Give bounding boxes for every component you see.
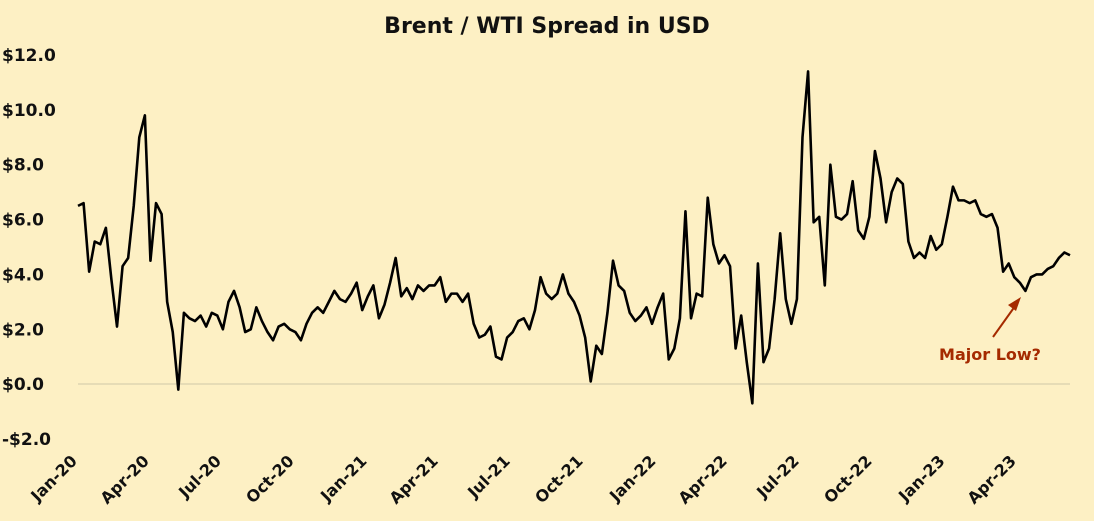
y-tick-label: $8.0 <box>2 156 44 176</box>
x-tick-label: Jul-21 <box>463 451 514 502</box>
x-tick-label: Apr-20 <box>97 451 153 507</box>
y-tick-label: -$2.0 <box>2 430 51 450</box>
x-tick-label: Jan-23 <box>894 451 948 505</box>
x-tick-label: Oct-21 <box>531 451 587 507</box>
chart-title: Brent / WTI Spread in USD <box>384 14 710 39</box>
annotation-arrowhead-icon <box>1008 297 1021 311</box>
x-axis: Jan-20 Apr-20 Jul-20 Oct-20 Jan-21 Apr-21 Jul-… <box>26 451 1019 507</box>
x-tick-label: Jul-20 <box>174 451 225 502</box>
x-tick-label: Jul-22 <box>752 451 803 502</box>
x-tick-label: Jan-20 <box>26 451 80 505</box>
x-tick-label: Oct-22 <box>820 451 876 507</box>
annotation-label: Major Low? <box>939 345 1041 364</box>
y-tick-label: $4.0 <box>2 265 44 285</box>
y-tick-label: $0.0 <box>2 375 44 395</box>
x-tick-label: Jan-22 <box>605 451 659 505</box>
y-axis: $12.0 $10.0 $8.0 $6.0 $4.0 $2.0 $0.0 -$2.0 <box>2 46 56 450</box>
x-tick-label: Apr-23 <box>963 451 1019 507</box>
x-tick-label: Oct-20 <box>242 451 298 507</box>
x-tick-label: Apr-22 <box>674 451 730 507</box>
x-tick-label: Jan-21 <box>316 451 370 505</box>
y-tick-label: $2.0 <box>2 320 44 340</box>
x-tick-label: Apr-21 <box>386 451 442 507</box>
series-line <box>77 70 1071 405</box>
y-tick-label: $12.0 <box>2 46 56 66</box>
y-tick-label: $10.0 <box>2 101 56 121</box>
annotation-group: Major Low? <box>939 297 1041 364</box>
y-tick-label: $6.0 <box>2 211 44 231</box>
